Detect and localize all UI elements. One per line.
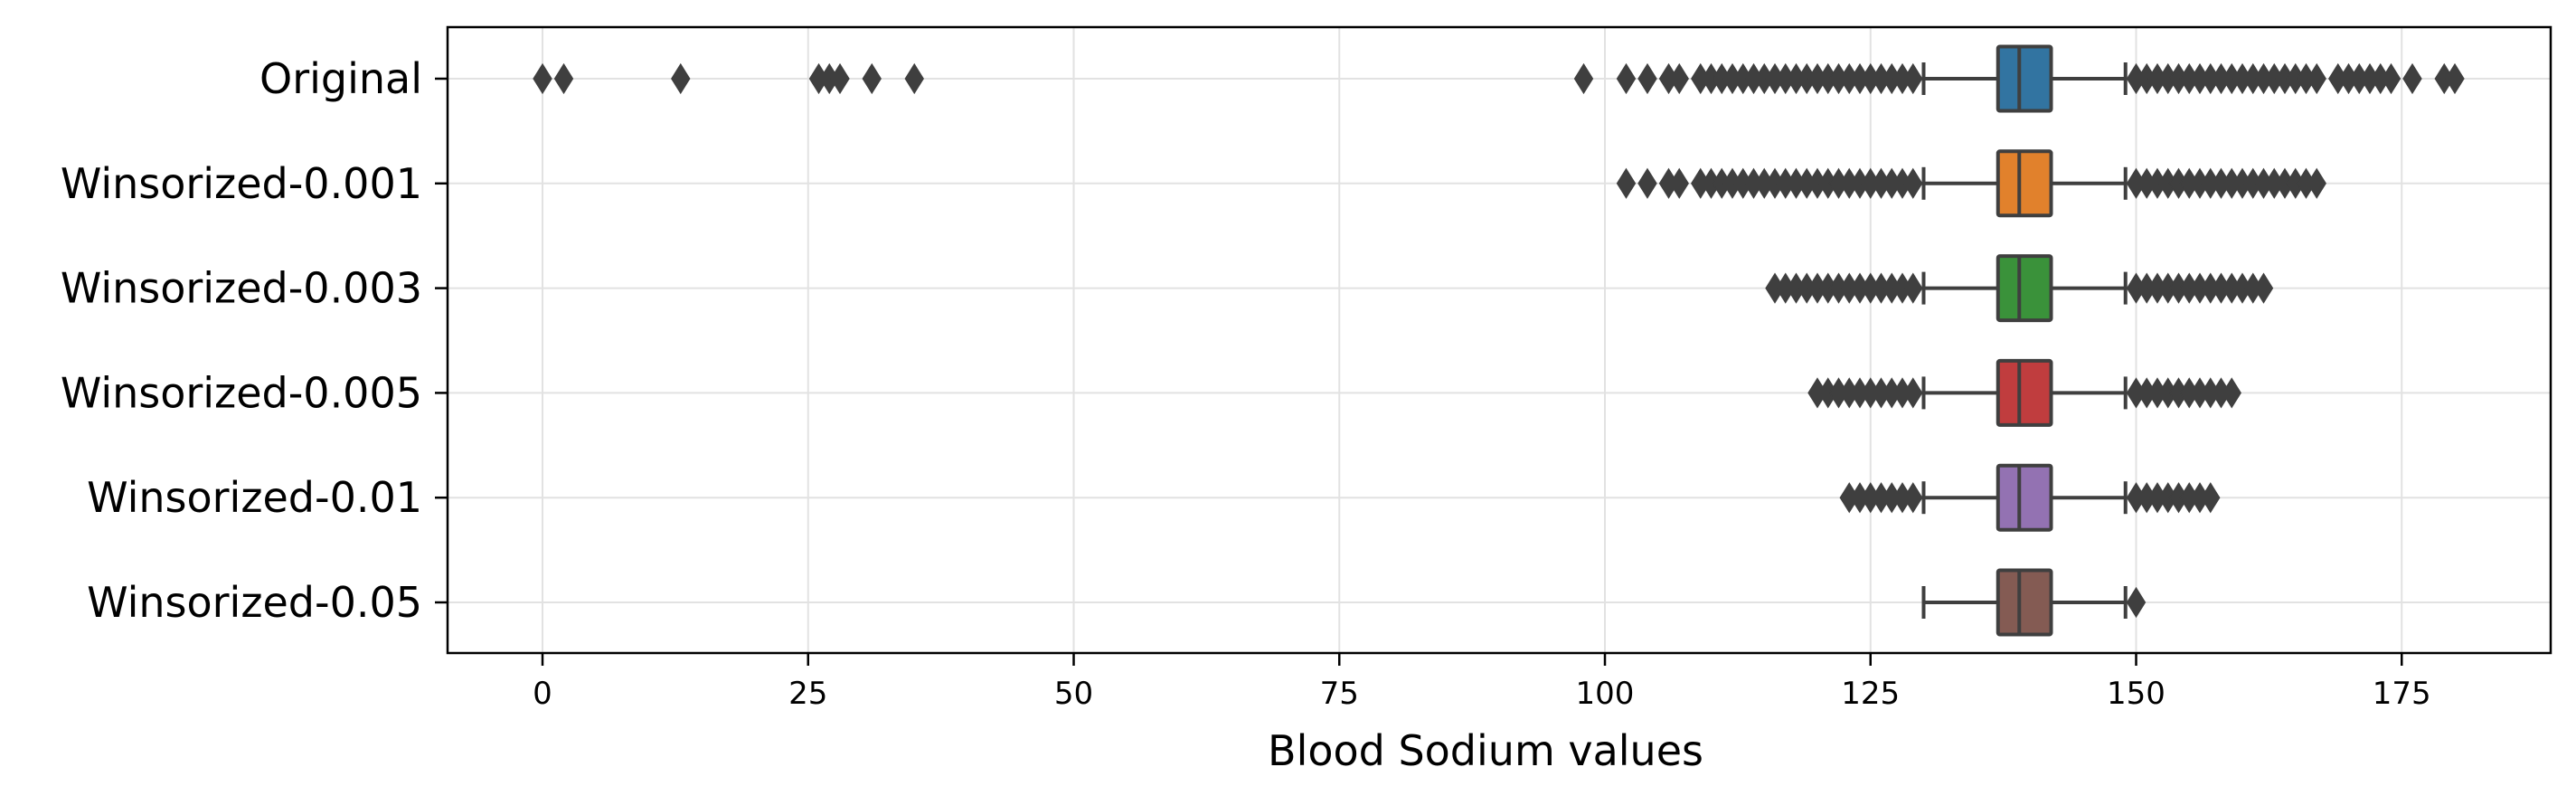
x-tick-label: 175 [2373, 676, 2431, 712]
y-tick-label: Winsorized-0.003 [61, 264, 422, 313]
outlier-point [2126, 586, 2147, 619]
outlier-point [2201, 482, 2221, 514]
iqr-box [1996, 149, 2053, 218]
iqr-box [1996, 44, 2053, 113]
x-tick-label: 100 [1576, 676, 1635, 712]
outlier-point [2381, 62, 2401, 95]
outlier-point [2307, 62, 2326, 95]
box-group [1765, 254, 2274, 323]
outlier-point [1669, 62, 1689, 95]
outlier-point [1903, 62, 1923, 95]
outlier-point [2253, 272, 2274, 304]
outlier-point [2222, 377, 2241, 409]
outlier-point [862, 62, 882, 95]
box-group [1839, 463, 2221, 532]
box-group [1807, 358, 2241, 427]
outlier-point [904, 62, 924, 95]
outlier-point [1903, 167, 1923, 199]
box-group [1616, 149, 2326, 218]
iqr-box [1996, 358, 2053, 427]
x-tick-label: 150 [2107, 676, 2166, 712]
plot-frame [446, 25, 2552, 655]
outlier-point [1637, 167, 1657, 199]
plot-area [533, 44, 2465, 637]
box-group [533, 44, 2465, 113]
y-tick-label: Winsorized-0.01 [87, 473, 422, 522]
outlier-point [671, 62, 691, 95]
x-tick-label: 125 [1841, 676, 1900, 712]
outlier-point [2307, 167, 2326, 199]
x-tick-label: 50 [1054, 676, 1093, 712]
outlier-point [2445, 62, 2465, 95]
x-tick-label: 0 [533, 676, 552, 712]
y-tick-label: Winsorized-0.005 [61, 368, 422, 417]
outlier-point [1616, 62, 1637, 95]
outlier-point [1573, 62, 1594, 95]
y-tick-label: Original [259, 54, 422, 103]
outlier-point [830, 62, 850, 95]
outlier-point [1903, 377, 1923, 409]
outlier-point [553, 62, 574, 95]
y-tick-label: Winsorized-0.001 [61, 159, 422, 208]
x-axis-label: Blood Sodium values [1268, 726, 1703, 775]
y-tick-label: Winsorized-0.05 [87, 578, 422, 627]
outlier-point [1637, 62, 1657, 95]
iqr-box [1996, 463, 2053, 532]
outlier-point [2402, 62, 2422, 95]
box-group [1921, 568, 2147, 637]
iqr-box [1996, 254, 2053, 323]
axes: Original Winsorized-0.001 Winsorized-0.003… [61, 25, 2552, 712]
outlier-point [533, 62, 552, 95]
iqr-box [1996, 568, 2053, 637]
x-tick-label: 75 [1320, 676, 1359, 712]
x-tick-label: 25 [788, 676, 827, 712]
outlier-point [1616, 167, 1637, 199]
outlier-point [1903, 482, 1923, 514]
outlier-point [1669, 167, 1689, 199]
outlier-point [1903, 272, 1923, 304]
